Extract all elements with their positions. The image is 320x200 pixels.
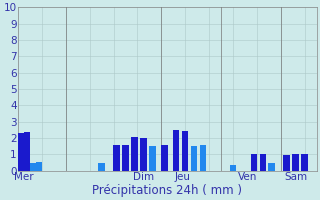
Bar: [251, 154, 257, 171]
Bar: [268, 163, 275, 171]
Bar: [292, 154, 299, 171]
Bar: [113, 145, 120, 171]
Bar: [182, 131, 188, 171]
Bar: [260, 154, 266, 171]
Bar: [30, 163, 36, 171]
Bar: [36, 162, 42, 171]
Bar: [140, 138, 147, 171]
Bar: [149, 146, 156, 171]
Bar: [284, 155, 290, 171]
Bar: [98, 163, 105, 171]
X-axis label: Précipitations 24h ( mm ): Précipitations 24h ( mm ): [92, 184, 242, 197]
Bar: [131, 137, 138, 171]
Bar: [191, 146, 197, 171]
Bar: [230, 165, 236, 171]
Bar: [301, 154, 308, 171]
Bar: [173, 130, 180, 171]
Bar: [24, 132, 30, 171]
Bar: [18, 133, 24, 171]
Bar: [122, 145, 129, 171]
Bar: [161, 145, 168, 171]
Bar: [200, 145, 206, 171]
